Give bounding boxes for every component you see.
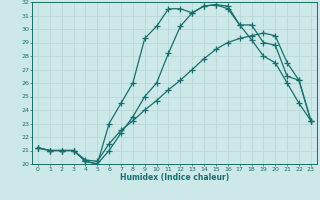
X-axis label: Humidex (Indice chaleur): Humidex (Indice chaleur) <box>120 173 229 182</box>
